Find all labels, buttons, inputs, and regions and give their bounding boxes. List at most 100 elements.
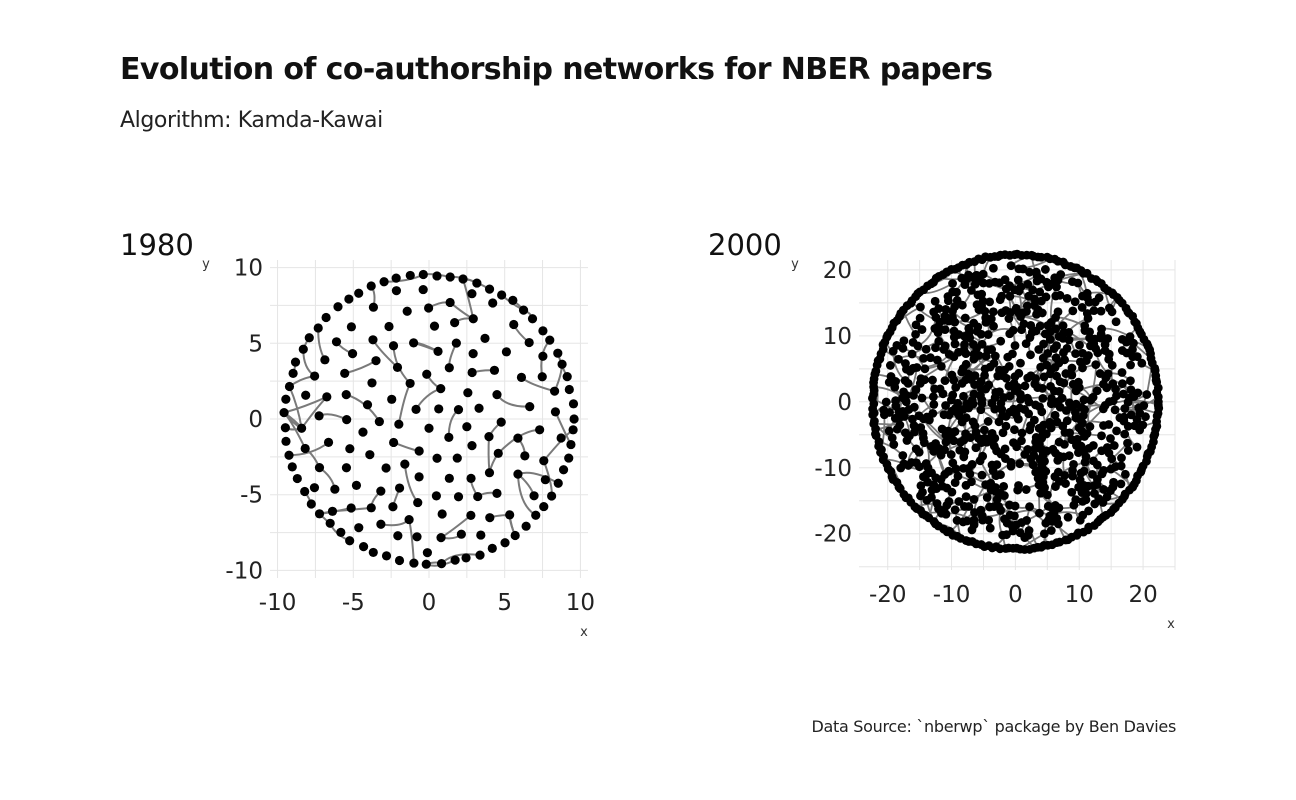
network-node	[891, 377, 901, 386]
network-node	[434, 404, 444, 414]
network-node	[988, 263, 998, 273]
network-node	[1137, 358, 1147, 368]
network-node	[314, 509, 325, 519]
network-node	[492, 488, 502, 498]
y-axis-title: y	[202, 257, 210, 272]
network-node	[1054, 437, 1064, 447]
network-node	[934, 322, 943, 332]
network-node	[968, 339, 978, 349]
network-node	[1064, 398, 1074, 408]
network-node	[1108, 379, 1118, 389]
network-node	[404, 514, 414, 525]
network-node	[344, 294, 354, 304]
network-node	[557, 359, 567, 369]
network-node	[553, 348, 563, 358]
network-node	[954, 411, 964, 421]
network-node	[1025, 502, 1034, 512]
network-node	[960, 340, 969, 349]
network-node	[1104, 420, 1114, 429]
network-node	[1076, 402, 1086, 412]
network-node	[997, 291, 1007, 301]
network-node	[1035, 508, 1044, 518]
network-node	[462, 422, 472, 432]
network-node	[1036, 488, 1046, 498]
network-node	[309, 483, 320, 493]
network-node	[405, 270, 415, 281]
network-node	[953, 398, 963, 408]
network-node	[990, 404, 1000, 414]
network-node	[1126, 376, 1135, 386]
network-node	[985, 297, 995, 307]
network-node	[1079, 466, 1089, 476]
network-node	[987, 345, 997, 354]
network-node	[367, 378, 377, 388]
network-node	[384, 321, 394, 332]
network-node	[1077, 303, 1087, 312]
network-node	[529, 491, 539, 501]
network-node	[527, 314, 538, 324]
network-node	[472, 278, 482, 288]
network-node	[981, 317, 991, 327]
network-node	[1031, 400, 1040, 410]
network-node	[393, 531, 403, 541]
node-layer	[868, 249, 1164, 554]
network-node	[929, 400, 939, 409]
network-node	[284, 450, 294, 460]
network-node	[400, 459, 410, 469]
network-node	[1091, 344, 1101, 353]
network-node	[281, 394, 291, 404]
network-node	[485, 513, 495, 523]
network-node	[1092, 480, 1102, 489]
network-node	[298, 344, 308, 354]
network-node	[1067, 363, 1077, 373]
network-node	[476, 530, 486, 540]
network-node	[424, 303, 434, 313]
network-node	[941, 509, 951, 519]
network-node	[521, 521, 531, 531]
network-node	[1053, 307, 1063, 317]
network-node	[954, 497, 964, 506]
network-node	[564, 384, 574, 395]
network-node	[347, 348, 358, 359]
network-node	[907, 349, 917, 359]
network-edge	[516, 471, 560, 485]
network-node	[1049, 386, 1059, 396]
network-node	[943, 292, 953, 301]
network-node	[1123, 397, 1133, 407]
network-node	[304, 333, 314, 343]
network-node	[1133, 388, 1143, 398]
network-node	[340, 368, 350, 378]
network-node	[1017, 518, 1027, 527]
network-node	[1050, 410, 1060, 420]
network-node	[445, 297, 455, 308]
network-node	[1078, 348, 1087, 358]
network-node	[524, 337, 534, 348]
network-node	[505, 510, 515, 520]
network-node	[1044, 515, 1053, 525]
network-node	[1063, 512, 1073, 522]
network-node	[1022, 307, 1031, 316]
network-node	[1024, 409, 1034, 419]
network-node	[1032, 271, 1042, 281]
network-node	[998, 428, 1008, 438]
network-node	[1026, 454, 1036, 464]
network-node	[1117, 379, 1127, 389]
network-node	[432, 271, 442, 281]
network-node	[1062, 344, 1072, 353]
network-node	[908, 363, 918, 373]
network-node	[354, 288, 364, 298]
network-node	[1110, 405, 1120, 415]
network-node	[1010, 501, 1020, 511]
network-edge	[403, 463, 419, 504]
network-node	[915, 302, 925, 312]
network-node	[891, 396, 901, 405]
network-node	[405, 378, 415, 389]
network-node	[510, 530, 520, 541]
network-node	[509, 319, 519, 330]
network-node	[909, 402, 919, 412]
network-node	[321, 312, 331, 323]
network-node	[919, 438, 929, 448]
network-node	[1045, 417, 1055, 427]
network-node	[930, 384, 939, 394]
network-node	[346, 503, 356, 513]
